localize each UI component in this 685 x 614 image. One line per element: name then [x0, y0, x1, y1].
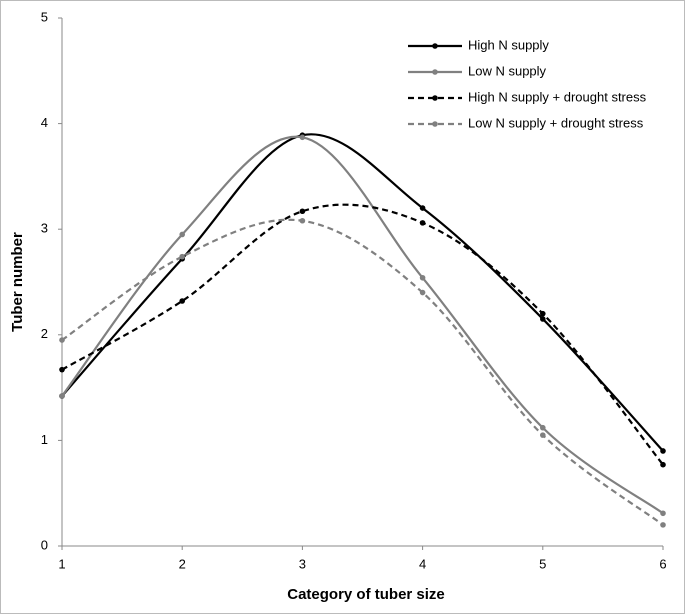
data-point [299, 134, 306, 141]
data-point [179, 253, 185, 260]
data-point [660, 448, 666, 454]
data-point [419, 289, 426, 296]
data-point [419, 220, 426, 226]
legend-marker [432, 95, 438, 101]
data-point [179, 231, 185, 238]
legend-marker [432, 121, 438, 127]
series-line [61, 135, 664, 515]
x-tick-label: 3 [299, 556, 306, 571]
y-tick-label: 2 [41, 326, 48, 341]
x-tick-label: 2 [179, 556, 186, 571]
series-line [61, 133, 664, 452]
data-point [299, 217, 306, 224]
y-tick-label: 3 [41, 221, 48, 236]
data-point [660, 461, 666, 468]
data-point [59, 337, 65, 343]
x-tick-label: 1 [58, 556, 65, 571]
data-point [59, 366, 65, 373]
data-point [419, 274, 426, 281]
y-tick-label: 4 [41, 115, 48, 130]
legend-marker [432, 43, 438, 49]
legend-label: Low N supply [468, 63, 547, 78]
legend-marker [432, 69, 438, 75]
data-point [540, 310, 546, 317]
data-point [419, 205, 426, 211]
series-line [61, 218, 664, 526]
legend-label: High N supply [468, 37, 549, 52]
series-line [61, 203, 664, 466]
data-point [540, 424, 546, 431]
x-tick-label: 6 [659, 556, 666, 571]
data-point [540, 316, 546, 322]
data-point [59, 393, 65, 399]
data-point [660, 510, 666, 517]
data-point [179, 298, 185, 304]
y-tick-label: 5 [41, 9, 48, 24]
legend-label: High N supply + drought stress [468, 89, 647, 104]
x-tick-label: 4 [419, 556, 426, 571]
legend-label: Low N supply + drought stress [468, 115, 644, 130]
data-point [540, 432, 546, 438]
x-axis-title: Category of tuber size [287, 586, 445, 603]
x-tick-label: 5 [539, 556, 546, 571]
data-point [299, 208, 306, 215]
y-tick-label: 1 [41, 432, 48, 447]
y-tick-label: 0 [41, 537, 48, 552]
data-point [660, 522, 666, 528]
y-axis-title: Tuber number [9, 232, 26, 332]
